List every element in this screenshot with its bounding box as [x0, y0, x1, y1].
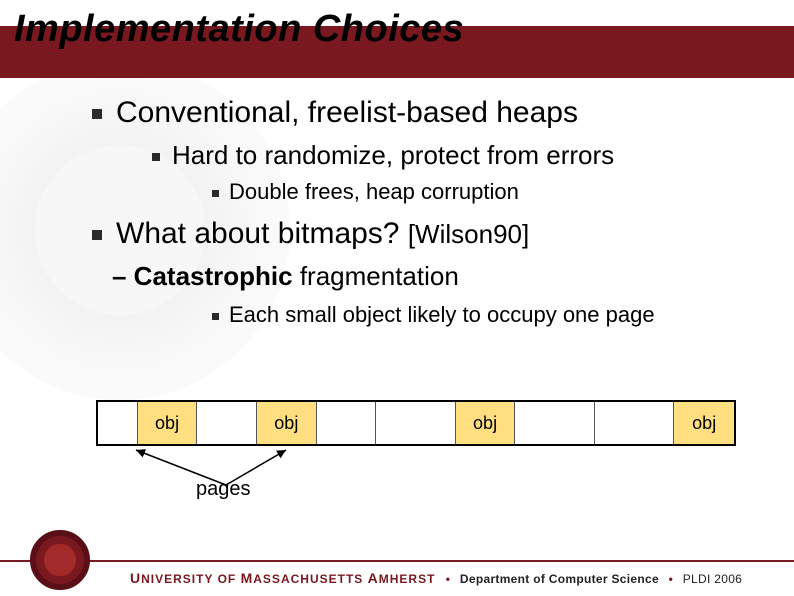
dash-bold: – Catastrophic — [112, 261, 293, 291]
footer-separator: • — [440, 572, 457, 586]
footer-rule — [0, 560, 794, 562]
content-area: Conventional, freelist-based heaps Hard … — [0, 96, 794, 336]
pages-arrows — [96, 400, 736, 500]
citation: [Wilson90] — [408, 219, 529, 249]
bullet-text: Conventional, freelist-based heaps — [116, 96, 578, 129]
bullet-text: What about bitmaps? — [116, 217, 408, 250]
bullet-text: Double frees, heap corruption — [229, 179, 519, 204]
bullet-conventional: Conventional, freelist-based heaps — [92, 96, 794, 130]
bullet-square-icon — [92, 109, 102, 119]
footer-seal-icon — [30, 530, 90, 590]
pages-label: pages — [196, 478, 251, 501]
footer-text: UNIVERSITY OF MASSACHUSETTS AMHERST • De… — [130, 570, 742, 586]
slide-title: Implementation Choices — [14, 8, 464, 51]
dash-rest: fragmentation — [293, 261, 459, 291]
slide: Implementation Choices Conventional, fre… — [0, 0, 794, 596]
bullet-square-icon — [212, 190, 219, 197]
footer-separator: • — [663, 572, 680, 586]
bullet-each-small-object: Each small object likely to occupy one p… — [212, 302, 794, 328]
bullet-catastrophic-frag: – Catastrophic fragmentation — [112, 261, 794, 292]
fragmentation-diagram: objobjobjobj pages — [96, 400, 736, 520]
bullet-hard-to-randomize: Hard to randomize, protect from errors — [152, 140, 794, 171]
footer-university: UNIVERSITY OF MASSACHUSETTS AMHERST — [130, 572, 440, 586]
bullet-bitmaps: What about bitmaps? [Wilson90] — [92, 217, 794, 251]
bullet-square-icon — [212, 313, 219, 320]
bullet-text: Each small object likely to occupy one p… — [229, 302, 655, 327]
footer-conference: PLDI 2006 — [683, 572, 742, 586]
bullet-double-frees: Double frees, heap corruption — [212, 179, 794, 205]
footer-department: Department of Computer Science — [460, 572, 659, 586]
bullet-square-icon — [152, 153, 160, 161]
bullet-square-icon — [92, 230, 102, 240]
bullet-text: Hard to randomize, protect from errors — [172, 140, 614, 170]
